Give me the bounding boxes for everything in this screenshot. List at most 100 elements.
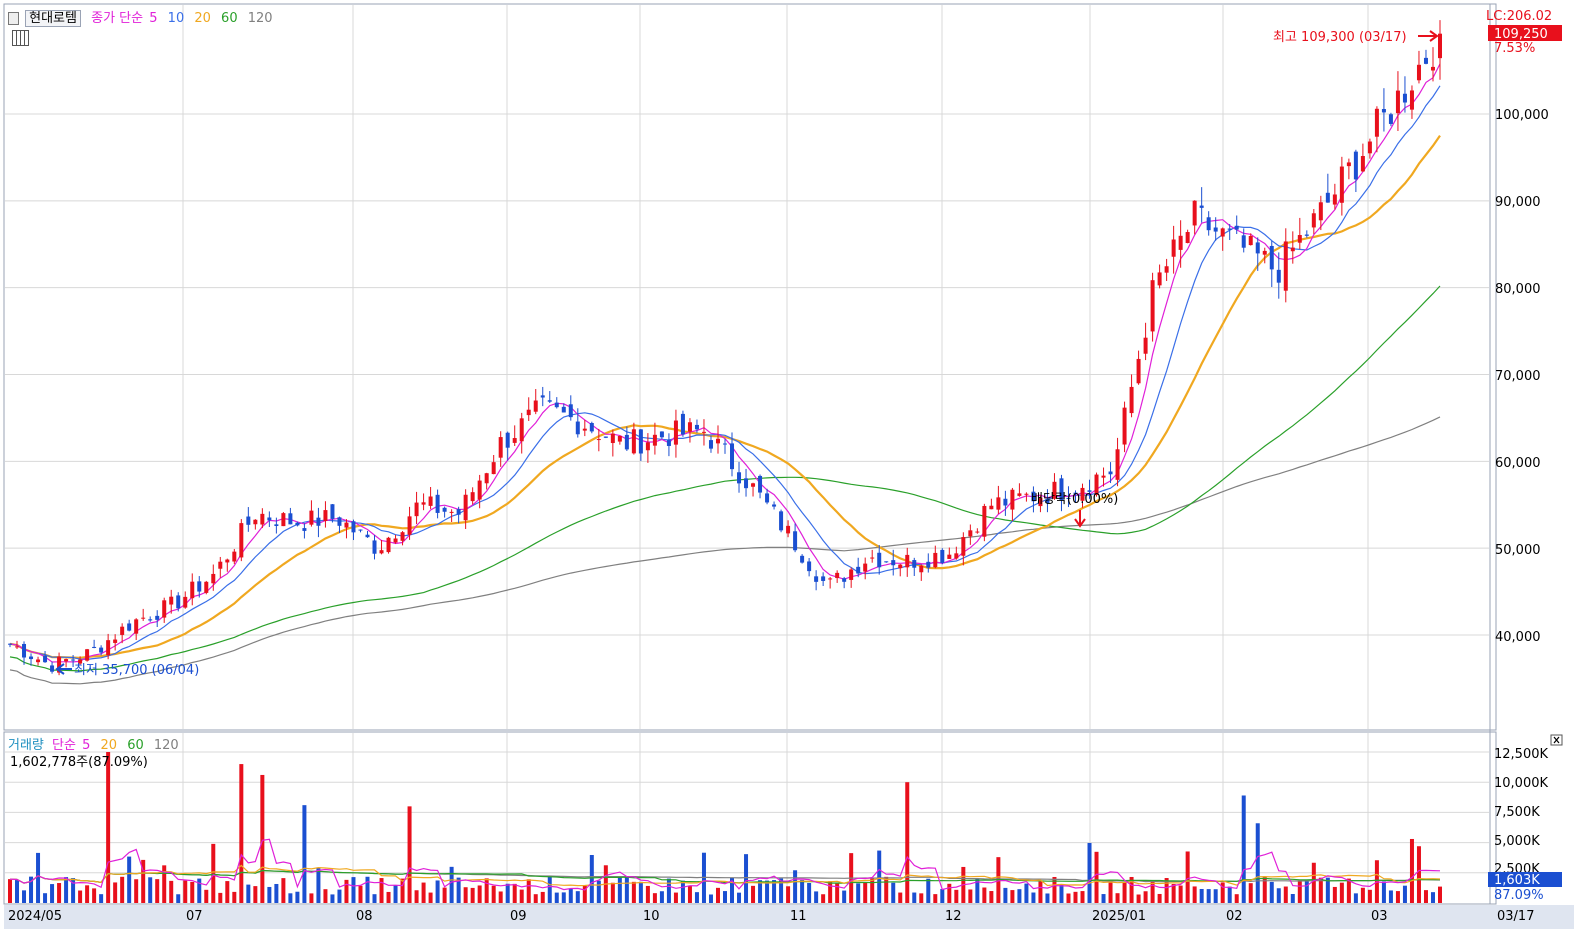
volume-ma-20[interactable]: 20 bbox=[100, 738, 118, 753]
volume-bar bbox=[891, 882, 896, 903]
candle-up bbox=[652, 434, 657, 446]
table-icon[interactable] bbox=[8, 12, 19, 25]
high-arrow-icon bbox=[1418, 30, 1439, 42]
volume-bar bbox=[975, 878, 980, 903]
volume-bar bbox=[582, 884, 587, 903]
candle-up bbox=[512, 438, 517, 443]
volume-bar bbox=[919, 893, 924, 903]
candle-up bbox=[309, 510, 314, 525]
grid-lines bbox=[5, 5, 1489, 903]
x-tick: 2025/01 bbox=[1092, 909, 1146, 924]
candle-up bbox=[1311, 213, 1316, 228]
candle-up bbox=[751, 483, 756, 487]
volume-bar bbox=[1438, 886, 1442, 903]
volume-bar bbox=[176, 894, 181, 903]
candle-down bbox=[821, 576, 826, 581]
volume-bar bbox=[484, 878, 489, 903]
volume-label[interactable]: 거래량 bbox=[8, 738, 44, 753]
high-annotation: 최고 109,300 (03/17) bbox=[1273, 30, 1407, 45]
volume-bar bbox=[1164, 878, 1169, 903]
candle-up bbox=[1164, 266, 1169, 273]
candle-up bbox=[1339, 166, 1344, 203]
candle-up bbox=[863, 563, 868, 572]
volume-bar bbox=[1423, 890, 1428, 903]
volume-bar bbox=[78, 890, 83, 903]
volume-bar bbox=[779, 878, 784, 903]
volume-bar bbox=[36, 852, 41, 903]
candle-up bbox=[141, 617, 146, 619]
candle-up bbox=[120, 626, 125, 635]
stock-title[interactable]: 현대로템 bbox=[25, 10, 81, 27]
candle-up bbox=[1262, 250, 1267, 255]
candle-up bbox=[1178, 235, 1183, 250]
candle-down bbox=[295, 522, 300, 526]
volume-bar bbox=[449, 866, 454, 903]
candle-up bbox=[1017, 493, 1022, 496]
candle-down bbox=[1031, 491, 1036, 502]
volume-bar bbox=[253, 886, 258, 903]
candle-up bbox=[400, 532, 405, 541]
candle-up bbox=[470, 492, 475, 502]
current-volume-tag-bg bbox=[1488, 872, 1562, 887]
volume-bar bbox=[1416, 846, 1421, 903]
candle-down bbox=[940, 549, 945, 563]
candle-down bbox=[71, 659, 76, 661]
chart-settings-icon[interactable] bbox=[12, 30, 29, 46]
candle-up bbox=[344, 522, 349, 528]
candle-down bbox=[8, 643, 12, 645]
candle-up bbox=[211, 573, 216, 584]
candle-down bbox=[765, 493, 770, 503]
ma-period-5[interactable]: 5 bbox=[149, 11, 158, 26]
candle-down bbox=[842, 578, 847, 582]
volume-bar bbox=[505, 883, 510, 903]
candle-up bbox=[463, 494, 468, 521]
candle-up bbox=[954, 553, 959, 559]
candle-up bbox=[1346, 162, 1351, 167]
volume-bar bbox=[715, 887, 720, 903]
volume-bar bbox=[772, 880, 777, 903]
candle-down bbox=[435, 494, 440, 513]
ma-period-10[interactable]: 10 bbox=[167, 11, 185, 26]
volume-bar bbox=[1388, 890, 1393, 903]
candle-up bbox=[281, 513, 286, 527]
volume-bar bbox=[309, 893, 314, 903]
candle-down bbox=[1269, 245, 1274, 270]
candle-down bbox=[737, 472, 742, 484]
ma-period-120[interactable]: 120 bbox=[247, 11, 273, 26]
volume-bar bbox=[29, 876, 34, 903]
candle-down bbox=[772, 504, 777, 507]
volume-bar bbox=[1122, 882, 1127, 903]
candle-up bbox=[393, 538, 398, 543]
ma-period-20[interactable]: 20 bbox=[194, 11, 211, 26]
volume-bar bbox=[1024, 883, 1029, 903]
volume-bar bbox=[365, 876, 370, 903]
volume-ma-60[interactable]: 60 bbox=[127, 738, 144, 753]
volume-bar bbox=[288, 893, 293, 903]
candle-up bbox=[898, 564, 903, 569]
candle-down bbox=[694, 424, 699, 430]
volume-bar bbox=[1059, 884, 1064, 903]
volume-bar bbox=[1192, 886, 1197, 903]
price-axis: 100,000 90,000 80,000 70,000 60,000 50,0… bbox=[1495, 108, 1549, 645]
current-price-pct: 7.53% bbox=[1494, 41, 1535, 56]
candle-up bbox=[975, 531, 980, 533]
volume-ma-5[interactable]: 5 bbox=[82, 738, 91, 753]
ma-period-60[interactable]: 60 bbox=[221, 11, 238, 26]
volume-ma-120[interactable]: 120 bbox=[153, 738, 179, 753]
volume-bar bbox=[211, 843, 216, 903]
x-tick: 10 bbox=[643, 909, 660, 924]
close-icon[interactable] bbox=[1550, 734, 1563, 746]
volume-bar bbox=[491, 885, 496, 903]
volume-bar bbox=[15, 879, 20, 903]
volume-bar bbox=[162, 865, 167, 903]
candle-down bbox=[246, 516, 251, 525]
volume-bar bbox=[477, 885, 482, 903]
volume-bar bbox=[856, 883, 861, 903]
candle-up bbox=[323, 510, 328, 522]
candle-up bbox=[673, 420, 678, 445]
candle-down bbox=[603, 436, 608, 438]
volume-bar bbox=[568, 888, 573, 903]
candle-down bbox=[127, 623, 132, 631]
candle-up bbox=[379, 550, 384, 554]
volume-bar bbox=[470, 887, 475, 903]
